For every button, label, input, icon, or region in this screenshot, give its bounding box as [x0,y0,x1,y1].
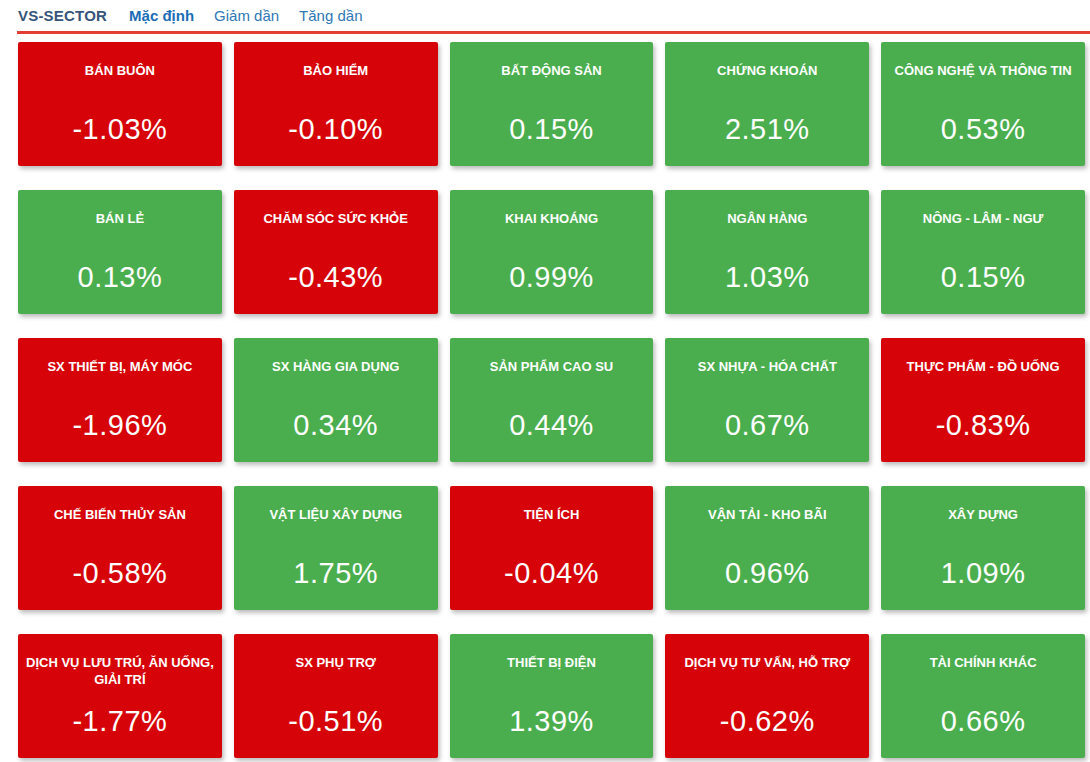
sector-change: 0.15% [458,96,646,162]
sector-tile[interactable]: BÁN LẺ 0.13% [18,190,222,314]
widget-title: VS-SECTOR [18,7,107,24]
sector-change: -1.77% [26,688,214,754]
sector-tile[interactable]: TIỆN ÍCH -0.04% [450,486,654,610]
sector-change: 0.99% [458,244,646,310]
sector-change: -0.43% [242,244,430,310]
sector-name: CHẾ BIẾN THỦY SẢN [26,506,214,540]
sector-name: VẬT LIỆU XÂY DỰNG [242,506,430,540]
sort-tab[interactable]: Tăng dần [299,7,362,24]
sector-change: -0.62% [673,688,861,754]
sector-name: KHAI KHOÁNG [458,210,646,244]
sector-change: -0.83% [889,392,1077,458]
sector-name: VẬN TẢI - KHO BÃI [673,506,861,540]
sector-grid: BÁN BUÔN -1.03% BẢO HIỂM -0.10% BẤT ĐỘNG… [0,34,1090,758]
sector-name: SẢN PHẨM CAO SU [458,358,646,392]
sector-tile[interactable]: SX NHỰA - HÓA CHẤT 0.67% [665,338,869,462]
sector-name: XÂY DỰNG [889,506,1077,540]
sector-tile[interactable]: DỊCH VỤ LƯU TRÚ, ĂN UỐNG, GIẢI TRÍ -1.77… [18,634,222,758]
sector-name: THỰC PHẨM - ĐỒ UỐNG [889,358,1077,392]
sector-tile[interactable]: SẢN PHẨM CAO SU 0.44% [450,338,654,462]
sector-change: 2.51% [673,96,861,162]
sector-tile[interactable]: NGÂN HÀNG 1.03% [665,190,869,314]
sector-change: -0.58% [26,540,214,606]
sector-tile[interactable]: CÔNG NGHỆ VÀ THÔNG TIN 0.53% [881,42,1085,166]
sector-name: BÁN LẺ [26,210,214,244]
sector-name: CHĂM SÓC SỨC KHỎE [242,210,430,244]
sector-tile[interactable]: XÂY DỰNG 1.09% [881,486,1085,610]
sector-name: BẢO HIỂM [242,62,430,96]
sector-tile[interactable]: BẢO HIỂM -0.10% [234,42,438,166]
sector-tile[interactable]: DỊCH VỤ TƯ VẤN, HỖ TRỢ -0.62% [665,634,869,758]
sector-change: 0.34% [242,392,430,458]
sector-name: CÔNG NGHỆ VÀ THÔNG TIN [889,62,1077,96]
sector-change: 0.44% [458,392,646,458]
sector-tile[interactable]: VẬT LIỆU XÂY DỰNG 1.75% [234,486,438,610]
sector-change: 0.66% [889,688,1077,754]
sector-tile[interactable]: BÁN BUÔN -1.03% [18,42,222,166]
sector-change: -0.51% [242,688,430,754]
sector-tile[interactable]: THỰC PHẨM - ĐỒ UỐNG -0.83% [881,338,1085,462]
sector-name: TIỆN ÍCH [458,506,646,540]
heatmap-header: VS-SECTOR Mặc định Giảm dần Tăng dần [0,0,1090,24]
sector-tile[interactable]: CHỨNG KHOÁN 2.51% [665,42,869,166]
sector-tile[interactable]: CHĂM SÓC SỨC KHỎE -0.43% [234,190,438,314]
sector-change: 1.03% [673,244,861,310]
sector-change: 1.39% [458,688,646,754]
sector-tile[interactable]: SX HÀNG GIA DỤNG 0.34% [234,338,438,462]
sector-name: SX THIẾT BỊ, MÁY MÓC [26,358,214,392]
sector-change: -0.10% [242,96,430,162]
sector-name: DỊCH VỤ LƯU TRÚ, ĂN UỐNG, GIẢI TRÍ [26,654,214,688]
sector-name: BẤT ĐỘNG SẢN [458,62,646,96]
sector-name: BÁN BUÔN [26,62,214,96]
sector-name: SX NHỰA - HÓA CHẤT [673,358,861,392]
sort-tabs: Mặc định Giảm dần Tăng dần [129,7,362,24]
sector-change: 0.96% [673,540,861,606]
sector-tile[interactable]: NÔNG - LÂM - NGƯ 0.15% [881,190,1085,314]
sector-tile[interactable]: THIẾT BỊ ĐIỆN 1.39% [450,634,654,758]
sector-change: 0.15% [889,244,1077,310]
sector-change: 0.13% [26,244,214,310]
sector-name: NGÂN HÀNG [673,210,861,244]
sector-change: -0.04% [458,540,646,606]
sector-tile[interactable]: BẤT ĐỘNG SẢN 0.15% [450,42,654,166]
sector-name: TÀI CHÍNH KHÁC [889,654,1077,688]
sector-name: SX HÀNG GIA DỤNG [242,358,430,392]
sector-tile[interactable]: TÀI CHÍNH KHÁC 0.66% [881,634,1085,758]
sector-change: -1.96% [26,392,214,458]
sector-name: THIẾT BỊ ĐIỆN [458,654,646,688]
sector-tile[interactable]: SX THIẾT BỊ, MÁY MÓC -1.96% [18,338,222,462]
sector-tile[interactable]: KHAI KHOÁNG 0.99% [450,190,654,314]
sector-tile[interactable]: SX PHỤ TRỢ -0.51% [234,634,438,758]
sector-name: SX PHỤ TRỢ [242,654,430,688]
sector-change: -1.03% [26,96,214,162]
sector-change: 0.53% [889,96,1077,162]
sector-change: 0.67% [673,392,861,458]
sector-name: CHỨNG KHOÁN [673,62,861,96]
sector-tile[interactable]: VẬN TẢI - KHO BÃI 0.96% [665,486,869,610]
sort-tab[interactable]: Giảm dần [214,7,279,24]
sort-tab[interactable]: Mặc định [129,7,194,24]
sector-name: DỊCH VỤ TƯ VẤN, HỖ TRỢ [673,654,861,688]
sector-name: NÔNG - LÂM - NGƯ [889,210,1077,244]
sector-change: 1.75% [242,540,430,606]
sector-change: 1.09% [889,540,1077,606]
sector-tile[interactable]: CHẾ BIẾN THỦY SẢN -0.58% [18,486,222,610]
